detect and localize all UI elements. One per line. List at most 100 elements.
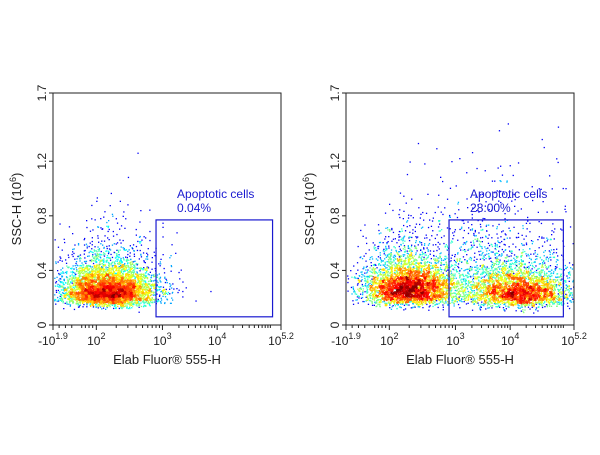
event-dot: [112, 276, 113, 277]
event-dot: [152, 285, 153, 286]
event-dot: [147, 287, 148, 288]
event-dot: [85, 279, 86, 280]
event-dot: [141, 306, 142, 307]
event-dot: [131, 264, 132, 265]
event-dot: [72, 249, 73, 250]
event-dot: [81, 299, 82, 300]
event-dot: [143, 274, 144, 275]
event-dot: [76, 294, 77, 295]
event-dot: [91, 269, 92, 270]
event-dot: [77, 300, 78, 301]
event-dot: [68, 281, 69, 282]
event-dot: [96, 201, 97, 202]
event-dot: [74, 244, 75, 245]
event-dot: [115, 291, 116, 292]
event-dot: [63, 296, 64, 297]
event-dot: [158, 289, 159, 290]
event-dot: [96, 291, 97, 292]
event-dot: [123, 286, 124, 287]
event-dot: [159, 278, 160, 279]
event-dot: [125, 303, 126, 304]
event-dot: [95, 304, 96, 305]
event-dot: [61, 282, 62, 283]
event-dot: [123, 264, 124, 265]
event-dot: [150, 295, 151, 296]
event-dot: [140, 300, 141, 301]
event-dot: [81, 297, 82, 298]
event-dot: [92, 271, 93, 272]
event-dot: [107, 302, 108, 303]
event-dot: [158, 263, 159, 264]
event-dot: [64, 242, 65, 243]
y-tick-label: 1.2: [35, 153, 49, 170]
event-dot: [123, 278, 124, 279]
event-dot: [115, 270, 116, 271]
event-dot: [129, 270, 130, 271]
event-dot: [121, 306, 122, 307]
event-dot: [113, 231, 114, 232]
event-dot: [157, 284, 158, 285]
event-dot: [125, 273, 126, 274]
event-dot: [126, 299, 127, 300]
event-dot: [98, 249, 99, 250]
event-dot: [118, 299, 119, 300]
event-dot: [105, 270, 106, 271]
event-dot: [161, 299, 162, 300]
event-dot: [123, 281, 124, 282]
event-dot: [113, 297, 114, 298]
event-dot: [169, 293, 170, 294]
event-dot: [122, 267, 123, 268]
event-dot: [74, 292, 75, 293]
event-dot: [104, 296, 105, 297]
event-dot: [89, 280, 90, 281]
event-dot: [106, 226, 107, 227]
event-dot: [95, 262, 96, 263]
event-dot: [149, 302, 150, 303]
event-dot: [67, 288, 68, 289]
event-dot: [101, 290, 102, 291]
event-dot: [110, 274, 111, 275]
event-dot: [68, 255, 69, 256]
event-dot: [102, 260, 103, 261]
event-dot: [177, 292, 178, 293]
event-dot: [78, 279, 79, 280]
event-dot: [98, 284, 99, 285]
event-dot: [90, 297, 91, 298]
event-dot: [70, 289, 71, 290]
event-dot: [150, 298, 151, 299]
event-dot: [94, 249, 95, 250]
event-dot: [118, 286, 119, 287]
event-dot: [87, 268, 88, 269]
event-dot: [129, 298, 130, 299]
event-dot: [109, 302, 110, 303]
event-dot: [142, 269, 143, 270]
event-dot: [169, 257, 170, 258]
event-dot: [145, 302, 146, 303]
event-dot: [63, 293, 64, 294]
event-dot: [131, 261, 132, 262]
event-dot: [106, 284, 107, 285]
event-dot: [142, 276, 143, 277]
event-dot: [90, 302, 91, 303]
event-dot: [105, 301, 106, 302]
event-dot: [109, 277, 110, 278]
event-dot: [89, 269, 90, 270]
event-dot: [102, 289, 103, 290]
event-dot: [58, 261, 59, 262]
event-dot: [123, 295, 124, 296]
event-dot: [100, 227, 101, 228]
event-dot: [65, 272, 66, 273]
event-dot: [126, 305, 127, 306]
event-dot: [74, 259, 75, 260]
event-dot: [120, 292, 121, 293]
event-dot: [93, 295, 94, 296]
event-dot: [80, 301, 81, 302]
event-dot: [60, 300, 61, 301]
event-dot: [112, 294, 113, 295]
event-dot: [139, 291, 140, 292]
event-dot: [116, 255, 117, 256]
event-dot: [140, 283, 141, 284]
event-dot: [87, 246, 88, 247]
event-dot: [149, 288, 150, 289]
event-dot: [102, 245, 103, 246]
